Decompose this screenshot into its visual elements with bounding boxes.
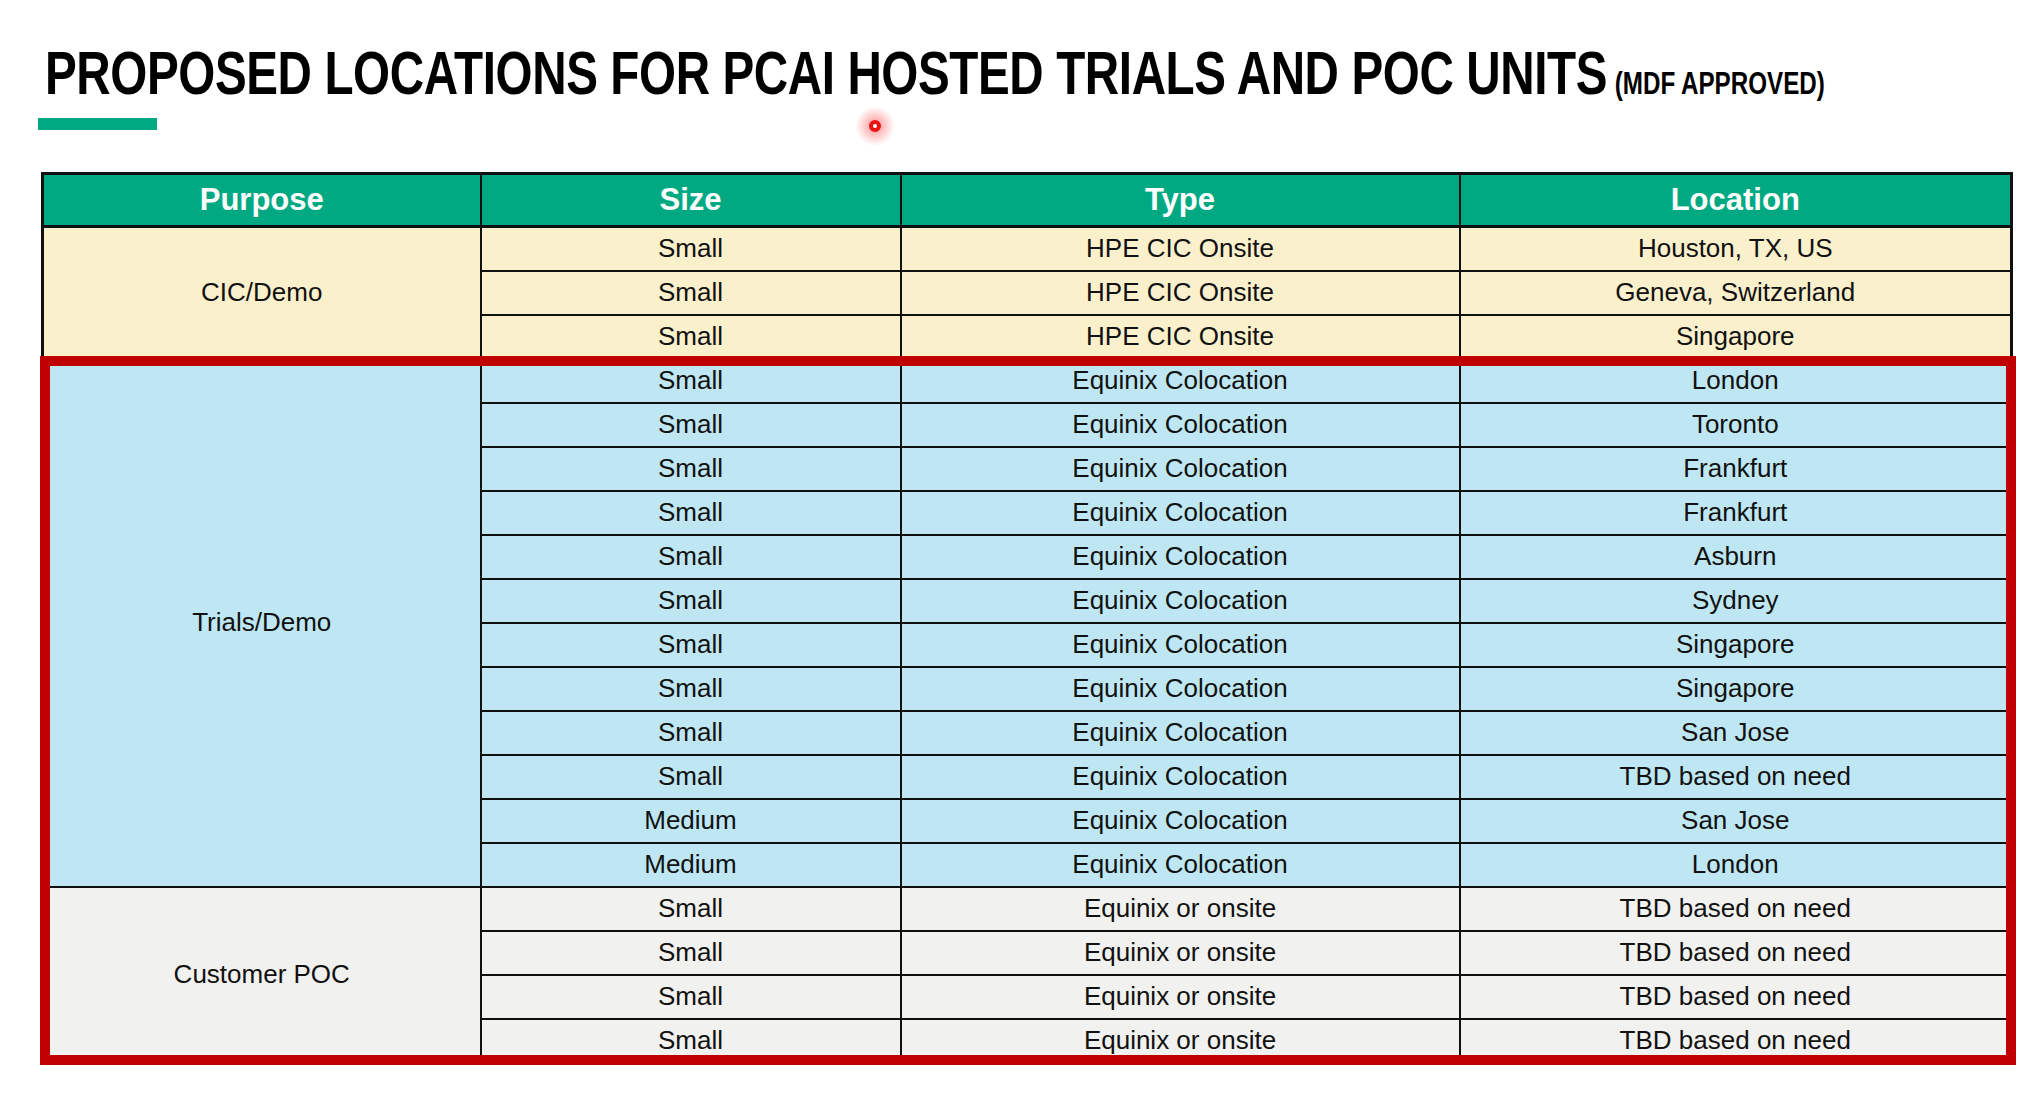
size-cell: Small <box>481 447 901 491</box>
location-cell: TBD based on need <box>1460 975 2012 1019</box>
location-cell: Singapore <box>1460 667 2012 711</box>
type-cell: Equinix or onsite <box>901 887 1460 931</box>
location-cell: London <box>1460 359 2012 403</box>
size-cell: Small <box>481 975 901 1019</box>
table-row: Customer POCSmallEquinix or onsiteTBD ba… <box>43 887 2012 931</box>
size-cell: Small <box>481 359 901 403</box>
type-cell: Equinix or onsite <box>901 931 1460 975</box>
column-header-type: Type <box>901 174 1460 227</box>
purpose-cell: Trials/Demo <box>43 359 481 887</box>
type-cell: Equinix Colocation <box>901 799 1460 843</box>
location-cell: TBD based on need <box>1460 931 2012 975</box>
location-cell: Singapore <box>1460 623 2012 667</box>
type-cell: Equinix Colocation <box>901 755 1460 799</box>
size-cell: Small <box>481 755 901 799</box>
size-cell: Small <box>481 315 901 359</box>
type-cell: Equinix Colocation <box>901 403 1460 447</box>
size-cell: Small <box>481 623 901 667</box>
size-cell: Small <box>481 667 901 711</box>
size-cell: Small <box>481 711 901 755</box>
type-cell: Equinix Colocation <box>901 843 1460 887</box>
size-cell: Small <box>481 227 901 271</box>
column-header-location: Location <box>1460 174 2012 227</box>
type-cell: HPE CIC Onsite <box>901 271 1460 315</box>
location-cell: Asburn <box>1460 535 2012 579</box>
location-cell: Toronto <box>1460 403 2012 447</box>
column-header-size: Size <box>481 174 901 227</box>
size-cell: Medium <box>481 843 901 887</box>
type-cell: Equinix or onsite <box>901 975 1460 1019</box>
location-cell: San Jose <box>1460 799 2012 843</box>
location-cell: Frankfurt <box>1460 491 2012 535</box>
size-cell: Small <box>481 1019 901 1063</box>
type-cell: Equinix Colocation <box>901 667 1460 711</box>
type-cell: HPE CIC Onsite <box>901 227 1460 271</box>
page-title-suffix: (MDF APPROVED) <box>1615 66 1825 101</box>
locations-table: Purpose Size Type Location CIC/DemoSmall… <box>41 172 2013 1064</box>
size-cell: Small <box>481 579 901 623</box>
type-cell: Equinix Colocation <box>901 447 1460 491</box>
type-cell: Equinix Colocation <box>901 623 1460 667</box>
purpose-cell: CIC/Demo <box>43 227 481 359</box>
size-cell: Small <box>481 271 901 315</box>
location-cell: San Jose <box>1460 711 2012 755</box>
type-cell: Equinix Colocation <box>901 535 1460 579</box>
purpose-cell: Customer POC <box>43 887 481 1063</box>
laser-pointer-glow <box>855 106 895 146</box>
location-cell: Geneva, Switzerland <box>1460 271 2012 315</box>
page-title-text: PROPOSED LOCATIONS FOR PCAI HOSTED TRIAL… <box>45 39 1607 107</box>
table-row: CIC/DemoSmallHPE CIC OnsiteHouston, TX, … <box>43 227 2012 271</box>
laser-pointer-dot-icon <box>869 120 881 132</box>
type-cell: HPE CIC Onsite <box>901 315 1460 359</box>
type-cell: Equinix Colocation <box>901 579 1460 623</box>
location-cell: TBD based on need <box>1460 1019 2012 1063</box>
location-cell: TBD based on need <box>1460 755 2012 799</box>
size-cell: Small <box>481 403 901 447</box>
location-cell: Singapore <box>1460 315 2012 359</box>
table-row: Trials/DemoSmallEquinix ColocationLondon <box>43 359 2012 403</box>
location-cell: Sydney <box>1460 579 2012 623</box>
size-cell: Small <box>481 887 901 931</box>
type-cell: Equinix Colocation <box>901 359 1460 403</box>
page-title: PROPOSED LOCATIONS FOR PCAI HOSTED TRIAL… <box>45 38 1825 108</box>
location-cell: Houston, TX, US <box>1460 227 2012 271</box>
title-accent-bar <box>38 118 157 130</box>
type-cell: Equinix or onsite <box>901 1019 1460 1063</box>
size-cell: Small <box>481 491 901 535</box>
table-header-row: Purpose Size Type Location <box>43 174 2012 227</box>
location-cell: Frankfurt <box>1460 447 2012 491</box>
column-header-purpose: Purpose <box>43 174 481 227</box>
size-cell: Small <box>481 931 901 975</box>
location-cell: TBD based on need <box>1460 887 2012 931</box>
size-cell: Medium <box>481 799 901 843</box>
type-cell: Equinix Colocation <box>901 491 1460 535</box>
location-cell: London <box>1460 843 2012 887</box>
size-cell: Small <box>481 535 901 579</box>
type-cell: Equinix Colocation <box>901 711 1460 755</box>
